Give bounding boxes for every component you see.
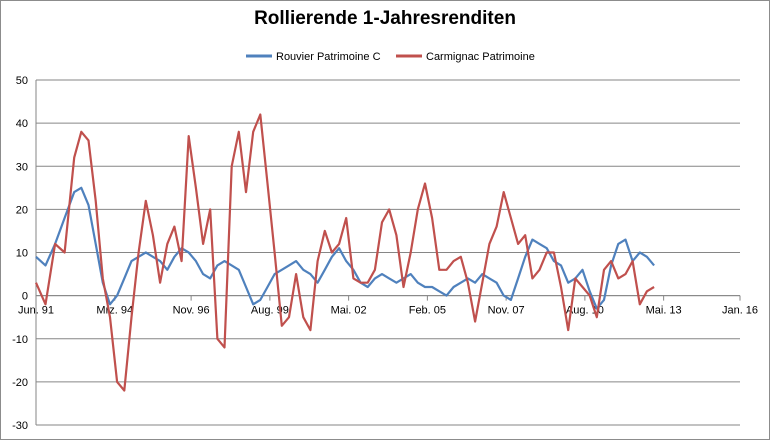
y-tick-label: 40 [16,118,28,130]
x-tick-label: Jan. 16 [722,305,758,317]
y-tick-label: 10 [16,248,28,260]
x-tick-label: Nov. 07 [488,305,525,317]
y-tick-label: -20 [12,377,28,389]
y-tick-label: -10 [12,334,28,346]
legend-label: Rouvier Patrimoine C [276,51,381,63]
legend-label: Carmignac Patrimoine [426,51,535,63]
y-tick-label: -30 [12,420,28,432]
x-tick-label: Nov. 96 [173,305,210,317]
series-line-rouvier [35,186,655,310]
series-line-carmignac [34,113,655,392]
x-tick-label: Mai. 13 [646,305,682,317]
y-tick-label: 20 [16,204,28,216]
x-tick-label: Feb. 05 [409,305,446,317]
x-tick-label: Jun. 91 [18,305,54,317]
y-tick-label: 0 [22,291,28,303]
x-tick-label: Mai. 02 [331,305,367,317]
x-tick-label: Mrz. 94 [96,305,133,317]
x-tick-label: Aug. 99 [251,305,289,317]
chart-title: Rollierende 1-Jahresrenditen [254,8,516,29]
y-tick-label: 30 [16,161,28,173]
y-tick-label: 50 [16,75,28,87]
